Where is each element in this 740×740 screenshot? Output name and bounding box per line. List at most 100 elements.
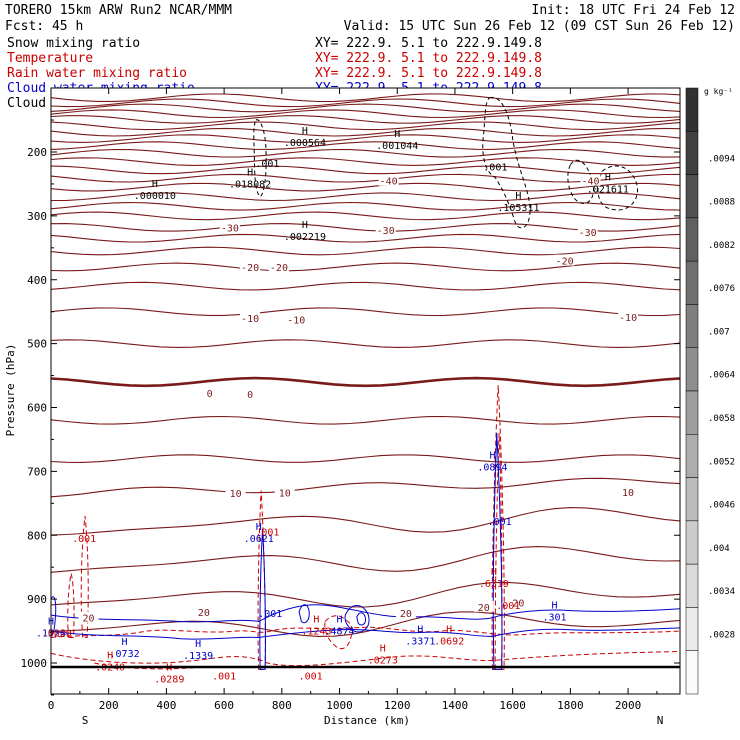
plot-area: -40 -40 -30 -30 -30 -20 -20 -20 -10 -10 -10 0 0 10 10 1… xyxy=(36,87,681,695)
cloud-water-contour xyxy=(344,605,370,633)
rain-contour xyxy=(324,615,353,650)
maximum-marker: H xyxy=(380,643,386,654)
cloud-water-contour xyxy=(298,604,310,624)
colorbar-swatch xyxy=(685,607,699,651)
colorbar-swatch xyxy=(685,434,699,478)
maximum-value: .3371 xyxy=(405,636,435,647)
maximum-value: .001 xyxy=(258,609,282,620)
temperature-contour-label: -30 xyxy=(377,226,395,237)
temperature-contour-line xyxy=(50,134,681,143)
xy-line-snow: XY= 222.9. 5.1 to 222.9.149.8 xyxy=(315,36,542,51)
colorbar-swatch xyxy=(685,563,699,608)
temperature-label-bg xyxy=(618,485,639,497)
temperature-contour-label: -40 xyxy=(582,177,600,188)
maximum-marker: H xyxy=(394,129,400,140)
temperature-contour-label: -30 xyxy=(579,228,597,239)
maximum-marker: H xyxy=(247,168,253,179)
temperature-contour-line xyxy=(50,127,681,137)
temperature-contour-line xyxy=(50,173,681,183)
maximum-marker: H xyxy=(417,624,423,635)
colorbar-label: .0064 xyxy=(708,371,735,381)
temperature-contour-line xyxy=(50,98,681,108)
temperature-contour-label: -20 xyxy=(556,257,574,268)
maximum-value: .0621 xyxy=(244,534,274,545)
y-tick-label: 1000 xyxy=(21,657,48,670)
colorbar-swatch xyxy=(685,87,699,132)
temperature-label-bg xyxy=(274,486,295,498)
maximum-marker: H xyxy=(313,615,319,626)
temperature-label-bg xyxy=(286,313,307,325)
x-tick-label: 1200 xyxy=(384,699,411,712)
field-label-snow: Snow mixing ratio xyxy=(7,36,140,51)
maximum-marker: H xyxy=(446,624,452,635)
maximum-marker: H xyxy=(302,126,308,137)
temperature-contour-line xyxy=(50,157,681,166)
maximum-value: .001 xyxy=(299,671,323,682)
temperature-contour-line xyxy=(50,454,681,463)
colorbar-swatch xyxy=(685,217,699,262)
maximum-value: .0894 xyxy=(477,463,507,474)
temperature-contour-line xyxy=(50,165,681,175)
temperature-contour-line xyxy=(50,121,681,131)
colorbar: .0094 .0088 .0082 .0076 .007 .0064 .0058 .0052.… xyxy=(685,87,735,695)
temperature-label-bg xyxy=(240,388,261,400)
temperature-contour-label: -10 xyxy=(241,314,259,325)
temperature-contour-line xyxy=(50,201,681,211)
colorbar-swatch xyxy=(685,520,699,565)
temperature-contour-line xyxy=(50,246,681,256)
maximum-value: .001044 xyxy=(376,141,418,152)
forecast-hour: Fcst: 45 h xyxy=(5,19,83,34)
maximum-value: .002219 xyxy=(284,232,326,243)
rain-contour xyxy=(67,573,75,638)
temperature-label-bg xyxy=(508,596,529,608)
colorbar-label: .0094 xyxy=(708,154,735,164)
colorbar-label: .0076 xyxy=(708,284,735,294)
x-tick-label: 2000 xyxy=(615,699,642,712)
temperature-contour-line xyxy=(50,262,681,272)
temperature-contour-label: 10 xyxy=(230,489,242,500)
maximum-value: .000010 xyxy=(134,191,176,202)
temperature-label-bg xyxy=(268,260,289,272)
temperature-label-bg xyxy=(378,174,399,186)
y-tick-label: 700 xyxy=(27,465,47,478)
maximum-value: .018082 xyxy=(229,180,271,191)
maximum-value: .021611 xyxy=(587,185,629,196)
temperature-contours xyxy=(50,93,681,637)
cloud-ice-contour xyxy=(482,97,531,229)
colorbar-label: .004 xyxy=(708,544,730,554)
cloud-water-contours xyxy=(50,433,681,670)
temperature-contour-label: -20 xyxy=(270,263,288,274)
temperature-label-bg xyxy=(395,607,416,619)
maximum-marker: H xyxy=(107,650,113,661)
y-tick-label: 300 xyxy=(27,210,47,223)
colorbar-swatch xyxy=(685,174,699,219)
cloud-water-contour xyxy=(50,596,57,636)
cloud-water-contour xyxy=(50,604,681,623)
y-tick-label: 400 xyxy=(27,274,47,287)
temperature-label-bg xyxy=(375,223,396,235)
temperature-contour-line xyxy=(50,141,681,150)
colorbar-label: .0028 xyxy=(708,630,735,640)
maximum-value: .001 xyxy=(488,517,512,528)
temperature-contour-line xyxy=(50,93,681,103)
cloud-ice-contour xyxy=(597,165,639,211)
maximum-marker: H xyxy=(605,173,611,184)
maximum-value: .001 xyxy=(483,162,507,173)
temperature-label-bg xyxy=(78,611,99,623)
maximum-value: .001 xyxy=(255,528,279,539)
maximum-value: .001 xyxy=(496,601,520,612)
x-tick-label: 1400 xyxy=(442,699,469,712)
temperature-label-bg xyxy=(240,312,261,324)
maximum-marker: H xyxy=(302,220,308,231)
temperature-contour-line xyxy=(50,148,681,158)
maximum-marker: H xyxy=(489,451,495,462)
temperature-label-bg xyxy=(240,260,261,272)
x-tick-label: 1000 xyxy=(326,699,353,712)
colorbar-label: .0088 xyxy=(708,198,735,208)
maximum-value: .001 xyxy=(255,159,279,170)
temperature-label-bg xyxy=(618,310,639,322)
colorbar-label: .0082 xyxy=(708,241,735,251)
maximum-value: .0273 xyxy=(368,655,398,666)
temperature-contour-label: 10 xyxy=(622,488,634,499)
